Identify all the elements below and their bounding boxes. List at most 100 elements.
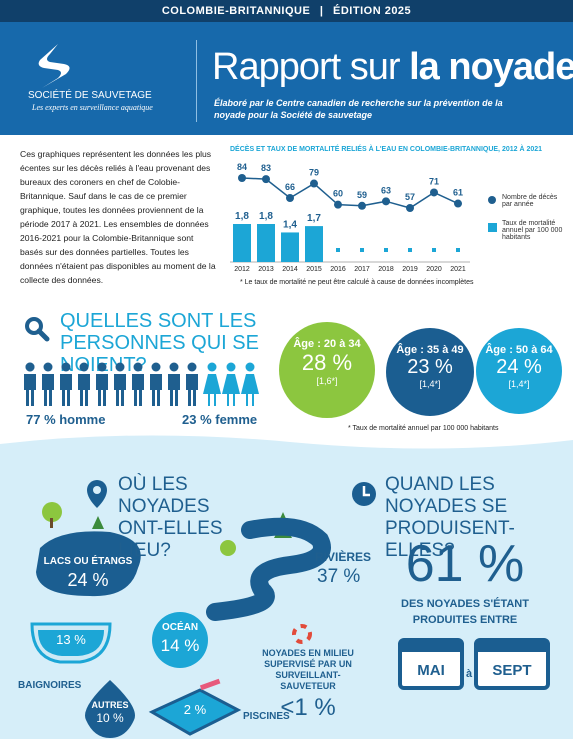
deaths-point xyxy=(430,188,438,197)
bathtubs-share: 13 % xyxy=(56,632,86,647)
rate-label: 1,7 xyxy=(307,213,321,224)
legend-swatch xyxy=(488,196,496,204)
lakes-share: 24 % xyxy=(67,570,109,590)
x-tick-label: 2015 xyxy=(306,266,322,273)
title-lead: Rapport sur xyxy=(212,46,401,88)
brand-name: SOCIÉTÉ DE SAUVETAGE xyxy=(28,90,152,101)
intro: Ces graphiques représentent les données … xyxy=(20,149,216,285)
divider xyxy=(196,40,197,122)
logo-icon xyxy=(38,44,70,88)
when-share: 61 % xyxy=(405,535,525,593)
deaths-point xyxy=(334,200,342,209)
lakes-label: LACS OU ÉTANGS xyxy=(43,556,133,567)
x-tick-label: 2018 xyxy=(378,266,394,273)
pools-label: PISCINES xyxy=(243,711,290,722)
deaths-label: 59 xyxy=(357,190,367,200)
rate-bar xyxy=(281,232,299,262)
where-title: OÙ LES NOYADES ONT-ELLES LIEU? xyxy=(118,474,223,561)
deaths-label: 84 xyxy=(237,162,247,172)
legend-label: Nombre de décès par année xyxy=(502,194,558,208)
header-line: COLOMBIE-BRITANNIQUE | ÉDITION 2025 xyxy=(161,5,412,17)
x-tick-label: 2016 xyxy=(330,266,346,273)
age-circle: Âge : 20 à 34 28 % [1,6*] xyxy=(279,322,375,418)
ocean-share: 14 % xyxy=(160,636,200,655)
age-share: 24 % xyxy=(496,356,542,378)
edition: ÉDITION 2025 xyxy=(333,5,412,17)
rivers-share: 37 % xyxy=(317,566,361,587)
deaths-label: 61 xyxy=(453,188,463,198)
age-circle: Âge : 35 à 49 23 % [1,4*] xyxy=(386,328,474,416)
region: COLOMBIE-BRITANNIQUE xyxy=(161,5,311,17)
deaths-label: 63 xyxy=(381,185,391,195)
age-rate: [1,6*] xyxy=(316,376,338,386)
when-title: QUAND LES NOYADES SE PRODUISENT-ELLES? xyxy=(385,474,515,561)
male-share: 77 % homme xyxy=(26,412,106,427)
x-tick-label: 2014 xyxy=(282,266,298,273)
age-note: * Taux de mortalité annuel par 100 000 h… xyxy=(348,425,499,432)
missing-marker xyxy=(456,248,460,252)
deaths-point xyxy=(454,199,462,208)
deaths-point xyxy=(358,201,366,210)
missing-marker xyxy=(360,248,364,252)
age-share: 28 % xyxy=(301,350,353,375)
deaths-label: 79 xyxy=(309,168,319,178)
deaths-point xyxy=(382,197,390,206)
deaths-line xyxy=(241,177,459,209)
title-emphasis: la noyade xyxy=(409,46,573,88)
age-label: Âge : 20 à 34 xyxy=(293,338,361,350)
month-to: SEPT xyxy=(492,662,532,679)
deaths-point xyxy=(406,204,414,212)
other-share: 10 % xyxy=(96,711,124,725)
deaths-label: 66 xyxy=(285,182,295,192)
missing-marker xyxy=(408,248,412,252)
missing-marker xyxy=(336,248,340,252)
deaths-point xyxy=(238,174,246,182)
header-bar xyxy=(0,0,573,22)
x-tick-label: 2021 xyxy=(450,266,466,273)
age-label: Âge : 35 à 49 xyxy=(396,344,464,356)
x-tick-label: 2017 xyxy=(354,266,370,273)
age-rate: [1,4*] xyxy=(508,379,530,389)
age-label: Âge : 50 à 64 xyxy=(485,344,553,356)
lower-background xyxy=(0,435,573,739)
chart: 84 83 66 79 60 59 63 57 71 61 1,8 2012 1,8 2013 1,4 201… xyxy=(230,162,470,273)
title-band xyxy=(0,22,573,135)
rate-label: 1,8 xyxy=(235,211,249,222)
brand-tagline: Les experts en surveillance aquatique xyxy=(32,103,153,112)
subtitle: Élaboré par le Centre canadien de recher… xyxy=(214,98,503,120)
missing-marker xyxy=(432,248,436,252)
rate-bar xyxy=(305,226,323,262)
other-label: AUTRES xyxy=(91,700,129,710)
deaths-point xyxy=(286,194,294,202)
deaths-label: 60 xyxy=(333,189,343,199)
search-icon xyxy=(25,317,50,342)
deaths-label: 83 xyxy=(261,163,271,173)
ocean-label: OCÉAN xyxy=(161,622,199,633)
legend-label: Taux de mortalité annuel par 100 000 hab… xyxy=(502,220,563,241)
deaths-label: 57 xyxy=(405,192,415,202)
who-title: QUELLES SONT LES PERSONNES QUI SE NOIENT… xyxy=(60,310,259,376)
deaths-label: 71 xyxy=(429,176,439,186)
legend-swatch xyxy=(488,223,497,232)
supervised-share: <1 % xyxy=(280,694,336,721)
female-share: 23 % femme xyxy=(182,412,258,427)
missing-marker xyxy=(384,248,388,252)
x-tick-label: 2013 xyxy=(258,266,274,273)
age-circle: Âge : 50 à 64 24 % [1,4*] xyxy=(476,328,562,414)
people-icons xyxy=(24,362,259,406)
pools-share: 2 % xyxy=(183,702,207,717)
when-text: DES NOYADES S'ÉTANT PRODUITES ENTRE xyxy=(401,598,529,626)
rate-bar xyxy=(233,224,251,262)
rate-label: 1,4 xyxy=(283,219,297,230)
rivers-label: RIVIÈRES xyxy=(315,550,372,564)
chart-title: DÉCÈS ET TAUX DE MORTALITÉ RELIÉS À L'EA… xyxy=(230,146,543,153)
bathtubs-label: BAIGNOIRES xyxy=(18,680,82,691)
month-from: MAI xyxy=(417,662,445,679)
supervised-label: NOYADES EN MILIEU SUPERVISÉ PAR UN SURVE… xyxy=(262,648,354,691)
deaths-point xyxy=(310,179,318,188)
deaths-point xyxy=(262,175,270,184)
age-rate: [1,4*] xyxy=(419,379,441,389)
x-tick-label: 2019 xyxy=(402,266,418,273)
joiner: à xyxy=(465,668,473,680)
